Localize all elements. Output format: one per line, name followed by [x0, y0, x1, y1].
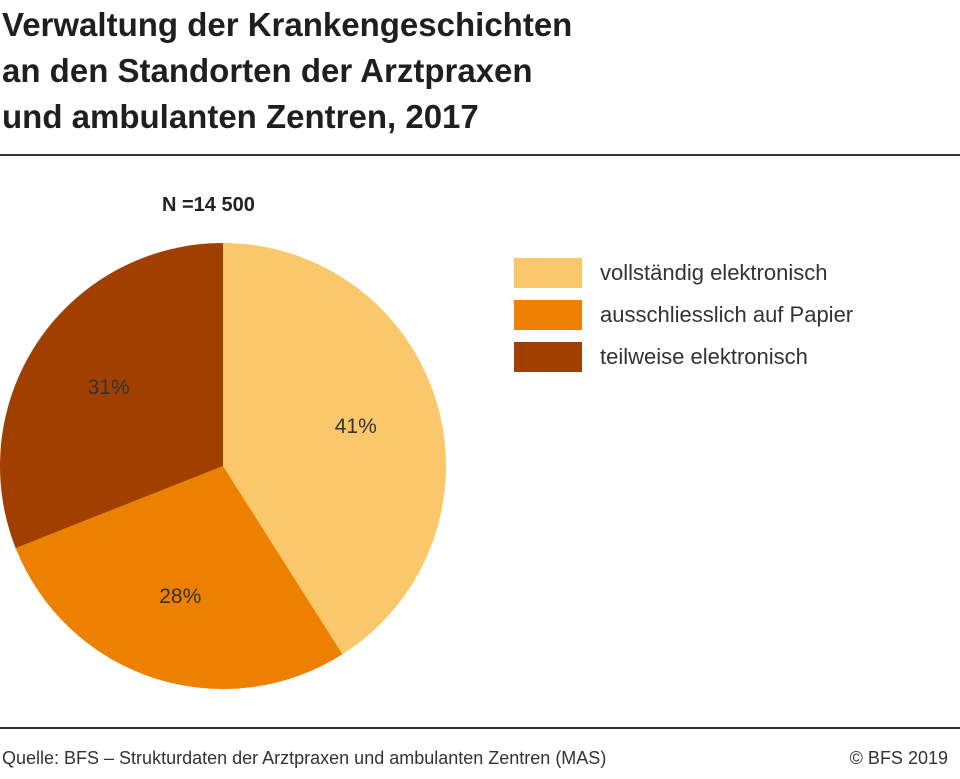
legend-label: ausschliesslich auf Papier — [600, 302, 854, 327]
sample-size-label: N =14 500 — [162, 194, 255, 216]
title-line-2: an den Standorten der Arztpraxen — [2, 52, 533, 89]
pie-slice-3 — [0, 243, 223, 549]
pie-slice-2 — [15, 466, 343, 689]
legend: vollständig elektronisch ausschliesslich … — [514, 252, 853, 378]
legend-swatch — [514, 342, 582, 372]
pie-slice-1 — [223, 243, 447, 655]
footer-divider — [0, 727, 960, 729]
source-note: Quelle: BFS – Strukturdaten der Arztprax… — [2, 748, 607, 768]
legend-swatch — [514, 258, 582, 288]
slice-value-label-2: 28% — [159, 585, 201, 608]
legend-item-3: teilweise elektronisch — [514, 336, 853, 378]
legend-label: teilweise elektronisch — [600, 344, 808, 369]
legend-item-2: ausschliesslich auf Papier — [514, 294, 853, 336]
title-line-3: und ambulanten Zentren, 2017 — [2, 98, 479, 135]
title-divider — [0, 154, 960, 156]
slice-value-label-3: 31% — [88, 376, 130, 399]
copyright-note: © BFS 2019 — [849, 748, 948, 768]
legend-label: vollständig elektronisch — [600, 260, 828, 285]
legend-item-1: vollständig elektronisch — [514, 252, 853, 294]
title-line-1: Verwaltung der Krankengeschichten — [2, 6, 573, 43]
slice-value-label-1: 41% — [335, 415, 377, 438]
chart-title: Verwaltung der Krankengeschichten an den… — [2, 2, 942, 140]
legend-swatch — [514, 300, 582, 330]
